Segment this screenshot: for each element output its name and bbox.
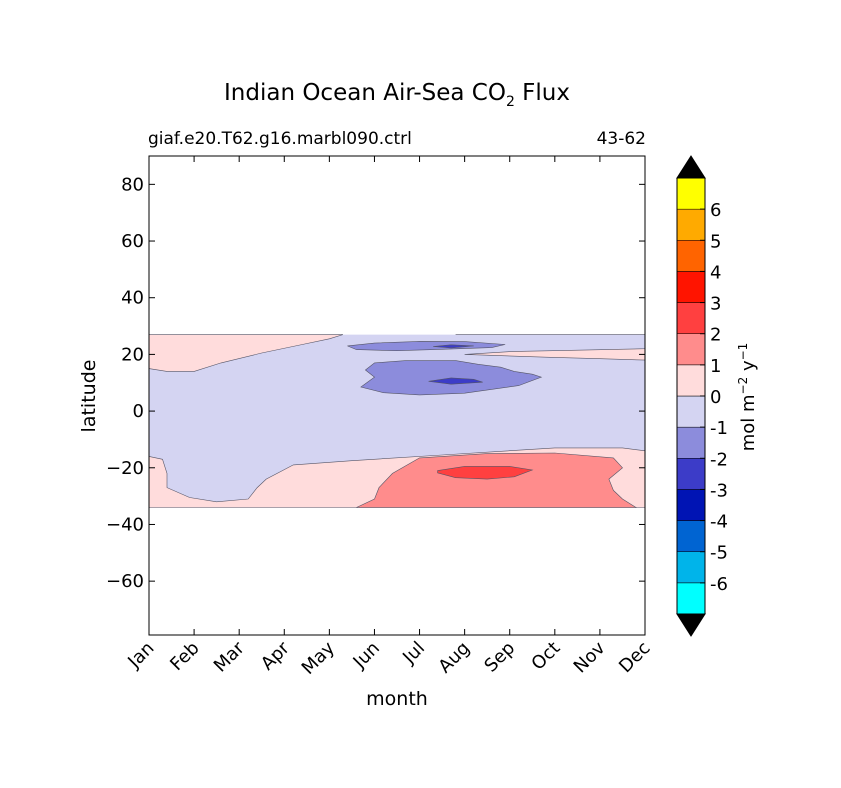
colorbar-segment: [676, 240, 706, 272]
x-tick-label: Aug: [434, 638, 474, 678]
subtitle-left: giaf.e20.T62.g16.marbl090.ctrl: [148, 129, 412, 149]
x-tick-label: Sep: [480, 638, 519, 677]
y-tick-label: 0: [133, 401, 144, 422]
subtitle-right: 43-62: [597, 129, 646, 149]
y-axis: 80 60 40 20 0 −20 −40 −60: [106, 174, 645, 592]
colorbar-segment: [676, 582, 706, 615]
colorbar-segment: [676, 271, 706, 303]
x-tick-label: Mar: [210, 637, 249, 676]
contour-region-5: [437, 466, 534, 480]
y-tick-label: −20: [106, 458, 144, 479]
colorbar-tick-label: -6: [710, 574, 728, 595]
x-tick-label: Jan: [123, 638, 158, 673]
colorbar-tick-label: 6: [710, 200, 721, 221]
colorbar-segment: [676, 395, 706, 428]
colorbar-tick-label: -5: [710, 543, 728, 564]
colorbar-label: mol m−2 y−1: [736, 343, 759, 452]
contour-region-4: [356, 452, 638, 508]
y-tick-label: 20: [121, 344, 144, 365]
contour-region-1: [148, 334, 343, 372]
colorbar-segment: [676, 489, 706, 521]
x-tick-label: Jul: [398, 638, 429, 669]
colorbar-tick-label: 2: [710, 325, 721, 346]
x-tick-label: Nov: [570, 637, 610, 677]
chart-title: Indian Ocean Air-Sea CO2 Flux: [224, 80, 570, 110]
x-tick-label: Dec: [615, 638, 654, 677]
colorbar-segment: [676, 520, 706, 552]
y-axis-label: latitude: [78, 360, 100, 433]
colorbar-extend-min: [676, 613, 706, 637]
colorbar-segment: [676, 551, 706, 584]
colorbar-segment: [676, 302, 706, 334]
colorbar-tick-label: -1: [710, 418, 728, 439]
x-tick-label: Jun: [349, 638, 384, 673]
y-tick-label: 80: [121, 174, 144, 195]
colorbar-segment: [676, 177, 706, 210]
colorbar-extend-max: [676, 155, 706, 179]
colorbar-tick-label: -2: [710, 449, 728, 470]
y-tick-label: 60: [121, 231, 144, 252]
y-tick-label: −60: [106, 571, 144, 592]
plot-area: Jan Feb Mar Apr May Jun Jul Aug Sep Oct Nov Dec 80 6…: [106, 155, 655, 679]
y-tick-label: −40: [106, 514, 144, 535]
colorbar-tick-label: 3: [710, 294, 721, 315]
x-axis-label: month: [366, 688, 428, 710]
colorbar-segment: [676, 333, 706, 366]
colorbar-tick-label: 4: [710, 262, 721, 283]
x-tick-label: Feb: [166, 638, 203, 675]
contour-region-8: [428, 377, 483, 385]
x-tick-label: Oct: [527, 638, 564, 675]
plot-frame: [148, 155, 646, 636]
colorbar-segment: [676, 208, 706, 241]
colorbar-tick-label: 0: [710, 387, 721, 408]
colorbar: -6 -5 -4 -3 -2 -1 0 1 2 3 4 5 6: [676, 155, 728, 637]
y-tick-label: 40: [121, 288, 144, 309]
colorbar-segment: [676, 426, 706, 459]
colorbar-segment: [676, 364, 706, 397]
colorbar-segment: [676, 458, 706, 490]
contour-regions: [148, 334, 646, 508]
x-tick-label: Apr: [257, 637, 294, 674]
x-tick-label: May: [298, 637, 339, 678]
contour-region-6: [347, 341, 506, 352]
colorbar-tick-label: -4: [710, 512, 728, 533]
colorbar-tick-label: -3: [710, 480, 728, 501]
colorbar-tick-label: 1: [710, 356, 721, 377]
colorbar-tick-label: 5: [710, 231, 721, 252]
contour-region-9: [433, 344, 474, 349]
